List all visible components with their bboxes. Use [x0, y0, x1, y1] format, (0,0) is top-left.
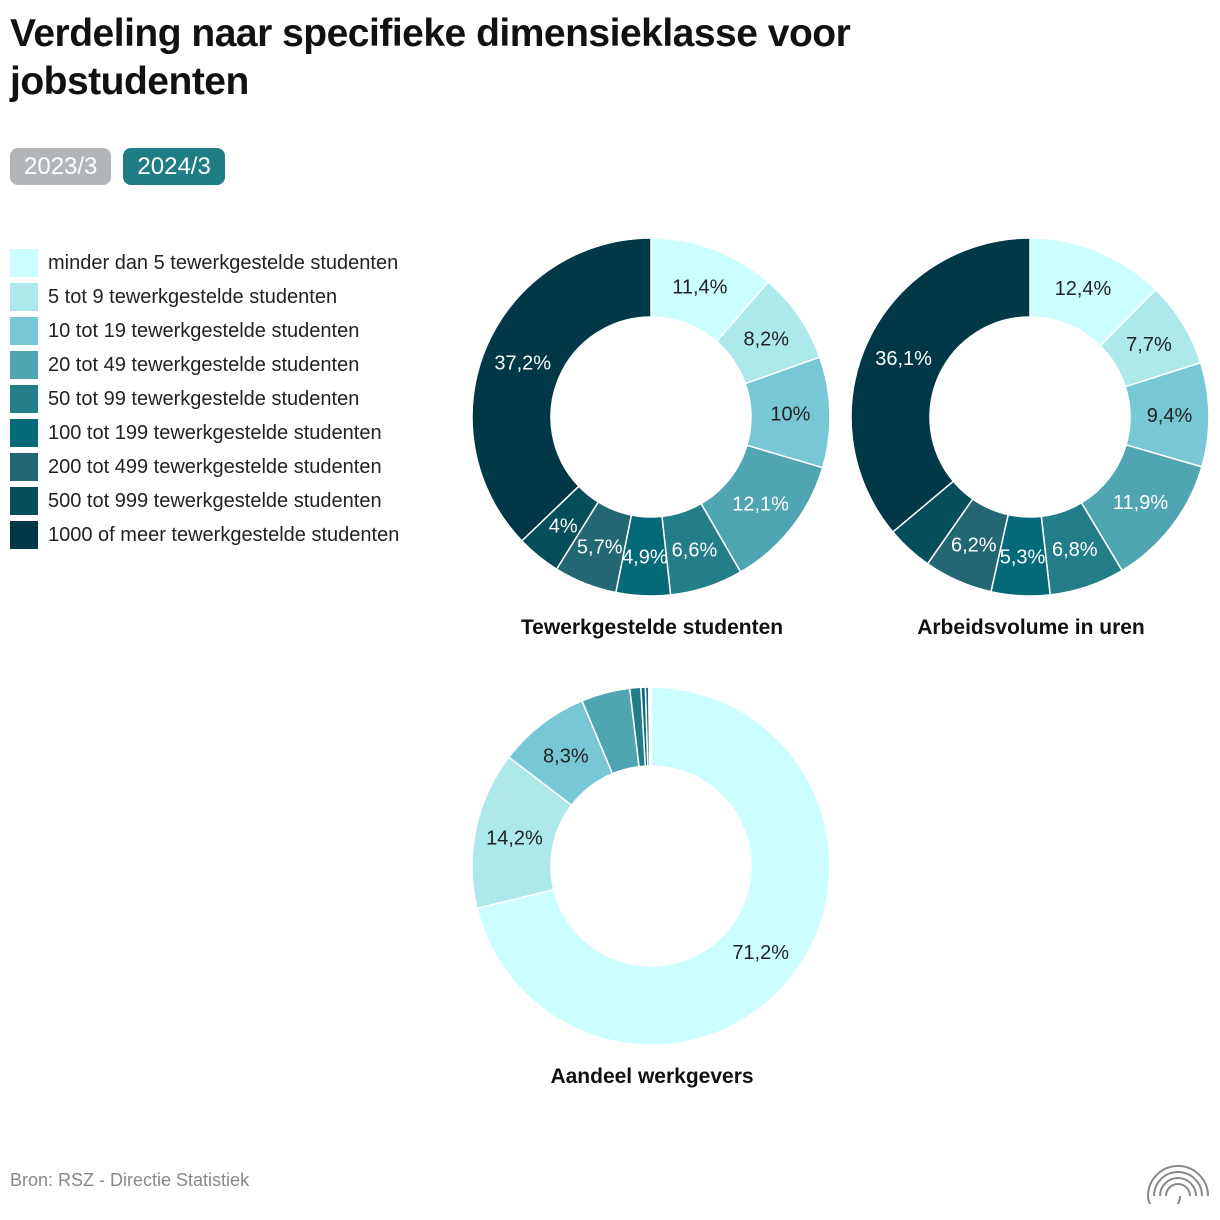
slice-label: 11,9%	[1113, 492, 1168, 514]
legend-label: 200 tot 499 tewerkgestelde studenten	[48, 455, 382, 478]
legend-swatch	[10, 317, 38, 345]
legend-swatch	[10, 487, 38, 515]
legend-item[interactable]: 200 tot 499 tewerkgestelde studenten	[10, 450, 399, 484]
period-tabs: 2023/3 2024/3	[10, 148, 225, 185]
slice-label: 10%	[770, 403, 810, 425]
legend-swatch	[10, 283, 38, 311]
legend-label: 10 tot 19 tewerkgestelde studenten	[48, 319, 360, 342]
legend-label: 50 tot 99 tewerkgestelde studenten	[48, 387, 360, 410]
legend-item[interactable]: 500 tot 999 tewerkgestelde studenten	[10, 484, 399, 518]
chart-title-tewerkgestelde: Tewerkgestelde studenten	[520, 616, 784, 639]
legend-swatch	[10, 521, 38, 549]
slice-label: 6,8%	[1052, 539, 1098, 561]
slice-label: 11,4%	[672, 276, 727, 298]
slice-label: 5,3%	[1000, 546, 1046, 568]
legend-swatch	[10, 419, 38, 447]
legend-label: 500 tot 999 tewerkgestelde studenten	[48, 489, 382, 512]
page-title: Verdeling naar specifieke dimensieklasse…	[10, 12, 851, 103]
slice-label: 5,7%	[577, 537, 623, 559]
slice-label: 8,3%	[543, 746, 589, 768]
legend-swatch	[10, 249, 38, 277]
legend-label: 1000 of meer tewerkgestelde studenten	[48, 523, 400, 546]
slice-label: 9,4%	[1147, 405, 1193, 427]
donut-chart-2: 12,4% 7,7% 9,4% 11,9% 6,8% 5,3%6,2% 36,1%	[850, 237, 1210, 597]
slice-label: 71,2%	[732, 942, 789, 964]
slice-label: 7,7%	[1126, 334, 1172, 356]
chart-title-arbeidsvolume: Arbeidsvolume in uren	[917, 616, 1145, 639]
legend-item[interactable]: minder dan 5 tewerkgestelde studenten	[10, 246, 399, 280]
legend-item[interactable]: 20 tot 49 tewerkgestelde studenten	[10, 348, 399, 382]
legend-item[interactable]: 10 tot 19 tewerkgestelde studenten	[10, 314, 399, 348]
legend: minder dan 5 tewerkgestelde studenten 5 t…	[10, 246, 399, 552]
slice-label: 37,2%	[494, 352, 551, 374]
slice-label: 12,1%	[732, 493, 789, 515]
legend-swatch	[10, 385, 38, 413]
donut-chart-3: 71,2% 14,2% 8,3%	[471, 686, 831, 1046]
slice-label: 6,2%	[951, 535, 997, 557]
slice-label: 12,4%	[1055, 278, 1112, 300]
donut-chart-1: 11,4% 8,2% 10% 12,1% 6,6%4,9%5,7%4% 37,2%	[471, 237, 831, 597]
slice-label: 4%	[549, 515, 578, 537]
legend-item[interactable]: 5 tot 9 tewerkgestelde studenten	[10, 280, 399, 314]
tab-2024-3[interactable]: 2024/3	[123, 148, 225, 185]
slice-label: 6,6%	[672, 540, 718, 562]
source-note: Bron: RSZ - Directie Statistiek	[10, 1170, 250, 1190]
slice-label: 14,2%	[486, 827, 543, 849]
legend-label: 100 tot 199 tewerkgestelde studenten	[48, 421, 382, 444]
slice-label: 36,1%	[875, 348, 932, 370]
legend-swatch	[10, 453, 38, 481]
legend-label: 20 tot 49 tewerkgestelde studenten	[48, 353, 360, 376]
tab-2023-3[interactable]: 2023/3	[10, 148, 112, 185]
donut-slice[interactable]	[649, 686, 652, 767]
legend-label: minder dan 5 tewerkgestelde studenten	[48, 251, 399, 274]
donut-slice[interactable]	[476, 686, 831, 1046]
legend-item[interactable]: 50 tot 99 tewerkgestelde studenten	[10, 382, 399, 416]
donut-slice[interactable]	[850, 237, 1031, 534]
rainbow-arcs-icon	[1147, 1165, 1209, 1204]
legend-item[interactable]: 1000 of meer tewerkgestelde studenten	[10, 518, 399, 552]
slice-label: 8,2%	[744, 328, 790, 350]
legend-swatch	[10, 351, 38, 379]
legend-item[interactable]: 100 tot 199 tewerkgestelde studenten	[10, 416, 399, 450]
slice-label: 4,9%	[622, 546, 668, 568]
chart-title-werkgevers: Aandeel werkgevers	[550, 1065, 754, 1088]
legend-label: 5 tot 9 tewerkgestelde studenten	[48, 285, 338, 308]
donut-slice[interactable]	[471, 237, 652, 542]
